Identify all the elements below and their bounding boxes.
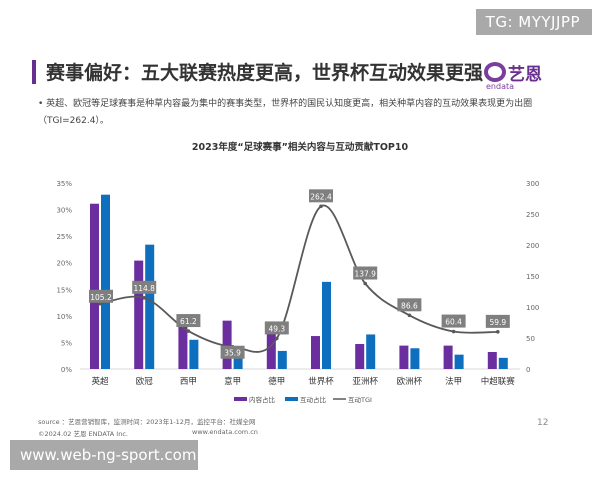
right-tick-label: 150 xyxy=(526,273,539,281)
tgi-data-label: 35.9 xyxy=(224,349,241,358)
bar-interaction xyxy=(233,350,243,369)
logo-en: endata xyxy=(486,82,515,91)
left-tick-label: 10% xyxy=(56,313,72,321)
category-label: 亚洲杯 xyxy=(352,376,378,387)
bar-interaction xyxy=(454,354,464,369)
bar-interaction xyxy=(366,334,376,369)
bar-interaction xyxy=(101,194,110,369)
tgi-point xyxy=(98,301,102,306)
tgi-label-box xyxy=(220,345,245,359)
tgi-point xyxy=(363,281,368,286)
left-tick-label: 25% xyxy=(56,233,72,241)
tgi-label-box xyxy=(89,289,113,303)
tgi-data-label: 86.6 xyxy=(401,301,418,310)
bar-content xyxy=(134,260,144,369)
tgi-point xyxy=(496,330,500,334)
left-tick-label: 5% xyxy=(61,339,72,347)
corner-tag: TG: MYYJJPP xyxy=(475,9,592,35)
bar-interaction xyxy=(410,348,420,369)
tgi-data-label: 262.4 xyxy=(310,192,332,201)
bar-interaction xyxy=(277,350,287,369)
bullet-content: 英超、欧冠等足球赛事是种草内容最为集中的赛事类型，世界杯的国民认知度更高，相关种… xyxy=(38,99,533,126)
endata-logo: 艺恩 endata xyxy=(484,60,544,91)
tgi-point xyxy=(142,296,146,300)
tgi-label-box xyxy=(176,314,201,328)
tgi-point xyxy=(451,329,456,334)
category-label: 世界杯 xyxy=(308,376,334,387)
bar-content xyxy=(266,331,276,369)
footer-url: www.endata.com.cn xyxy=(192,428,258,436)
bar-content xyxy=(178,324,188,369)
bar-interaction xyxy=(322,281,331,369)
legend-label: 互动TGI xyxy=(348,396,372,404)
legend-swatch xyxy=(234,397,247,401)
bar-content xyxy=(90,203,99,369)
bar-content xyxy=(222,320,232,369)
watermark: www.web-ng-sport.com xyxy=(10,440,198,470)
tgi-data-label: 59.9 xyxy=(489,318,506,327)
legend-label: 内容占比 xyxy=(249,395,276,404)
bar-interaction xyxy=(189,339,199,369)
tgi-point xyxy=(275,336,279,341)
footer-source: source ：艺恩营销智库，监测时间：2023年1-12月，监控平台：社媒全网… xyxy=(38,416,255,440)
chart-title: 2023年度“足球赛事”相关内容与互动贡献TOP10 xyxy=(191,142,409,153)
left-tick-label: 20% xyxy=(56,260,72,268)
tgi-data-label: 60.4 xyxy=(445,318,462,327)
tgi-label-box xyxy=(309,189,333,203)
category-label: 西甲 xyxy=(180,377,197,387)
logo-e-icon xyxy=(484,62,506,82)
tgi-label-box xyxy=(397,298,422,312)
right-tick-label: 300 xyxy=(526,180,539,188)
category-label: 欧冠 xyxy=(136,376,154,387)
bar-content xyxy=(355,344,365,369)
logo-cn: 艺恩 xyxy=(508,65,542,85)
category-label: 中超联赛 xyxy=(481,376,516,387)
tgi-label-box xyxy=(132,280,157,294)
tgi-data-label: 137.9 xyxy=(354,270,376,279)
left-tick-label: 15% xyxy=(56,286,72,294)
right-tick-label: 200 xyxy=(526,242,539,250)
tgi-data-label: 105.2 xyxy=(90,293,112,302)
bullet-text: • 英超、欧冠等足球赛事是种草内容最为集中的赛事类型，世界杯的国民认知度更高，相… xyxy=(38,99,533,126)
category-label: 意甲 xyxy=(224,376,241,387)
left-tick-label: 30% xyxy=(56,207,72,215)
right-tick-label: 100 xyxy=(526,304,539,312)
right-tick-label: 50 xyxy=(526,335,535,343)
page-title: 赛事偏好：五大联赛热度更高，世界杯互动效果更强 xyxy=(46,62,484,84)
chart: 0% 5% 10% 15% 20% 25% 30% 35% 0 50 100 150 200 250 300… xyxy=(56,180,539,404)
tgi-point xyxy=(407,313,412,318)
source-text: source ：艺恩营销智库，监测时间：2023年1-12月，监控平台：社媒全网 xyxy=(38,418,256,426)
copyright-text: ©2024.02 艺恩 ENDATA Inc. xyxy=(38,430,128,438)
tgi-data-label: 49.3 xyxy=(268,324,285,333)
bar-content xyxy=(399,345,409,369)
tgi-data-label: 114.8 xyxy=(133,284,155,293)
left-tick-label: 35% xyxy=(56,180,72,188)
page-number: 12 xyxy=(537,418,549,428)
tgi-label-box xyxy=(441,314,466,328)
category-label: 英超 xyxy=(91,376,109,387)
tgi-line xyxy=(99,204,498,353)
bar-interaction xyxy=(145,244,155,369)
tgi-label-box xyxy=(353,266,378,280)
tgi-point xyxy=(319,204,323,209)
tgi-point xyxy=(186,329,191,333)
left-tick-label: 0% xyxy=(61,366,72,374)
tgi-label-box xyxy=(485,314,510,328)
bar-content xyxy=(311,336,320,369)
category-label: 德甲 xyxy=(268,376,285,387)
tgi-label-box xyxy=(264,321,289,335)
bar-content xyxy=(487,351,497,369)
bar-content xyxy=(443,345,453,369)
legend-swatch xyxy=(285,397,298,401)
right-tick-label: 0 xyxy=(526,366,530,374)
tgi-data-label: 61.2 xyxy=(180,317,197,326)
legend-label: 互动占比 xyxy=(300,395,327,404)
right-tick-label: 250 xyxy=(526,211,539,219)
category-label: 法甲 xyxy=(445,376,462,387)
title-accent xyxy=(32,60,36,84)
bar-interaction xyxy=(498,357,508,369)
category-label: 欧洲杯 xyxy=(397,376,423,387)
